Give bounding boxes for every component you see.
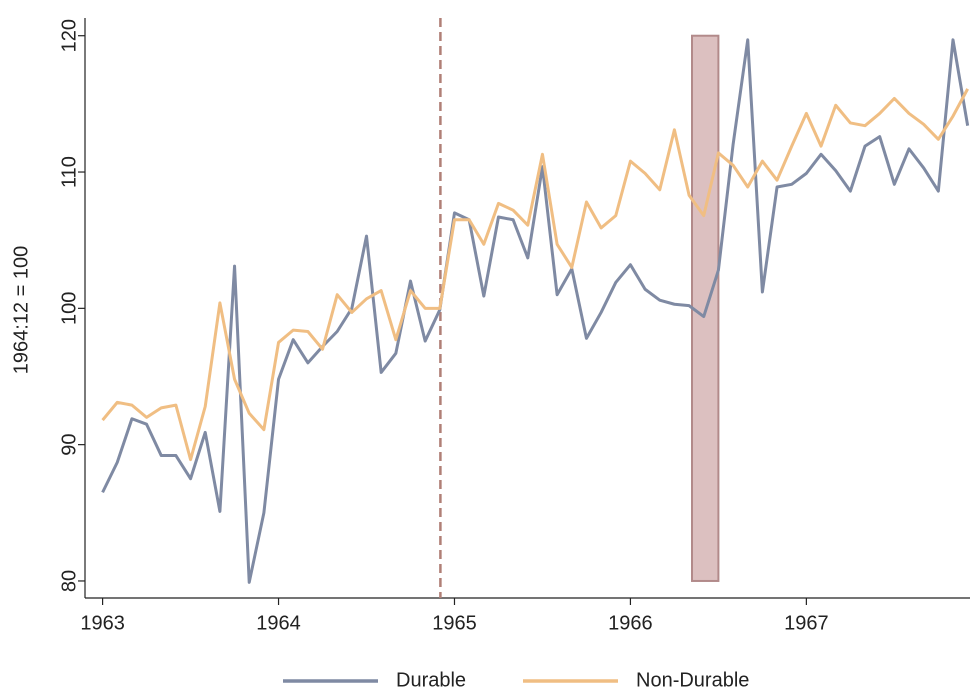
y-tick-label: 120 <box>58 19 80 52</box>
y-axis-label: 1964:12 = 100 <box>10 246 32 374</box>
y-tick-label: 80 <box>58 570 80 592</box>
x-tick-label: 1964 <box>256 612 301 634</box>
y-tick-label: 90 <box>58 434 80 456</box>
data-line <box>101 88 969 462</box>
y-tick-label: 100 <box>58 292 80 325</box>
y-tick-label: 110 <box>58 156 80 188</box>
x-tick-label: 1963 <box>80 612 125 634</box>
x-tick-label: 1966 <box>608 612 653 634</box>
x-tick-label: 1965 <box>432 612 477 634</box>
data-line <box>101 38 970 584</box>
x-tick-label: 1967 <box>784 612 829 634</box>
legend-label: Durable <box>396 669 466 691</box>
legend-label: Non-Durable <box>636 669 749 691</box>
